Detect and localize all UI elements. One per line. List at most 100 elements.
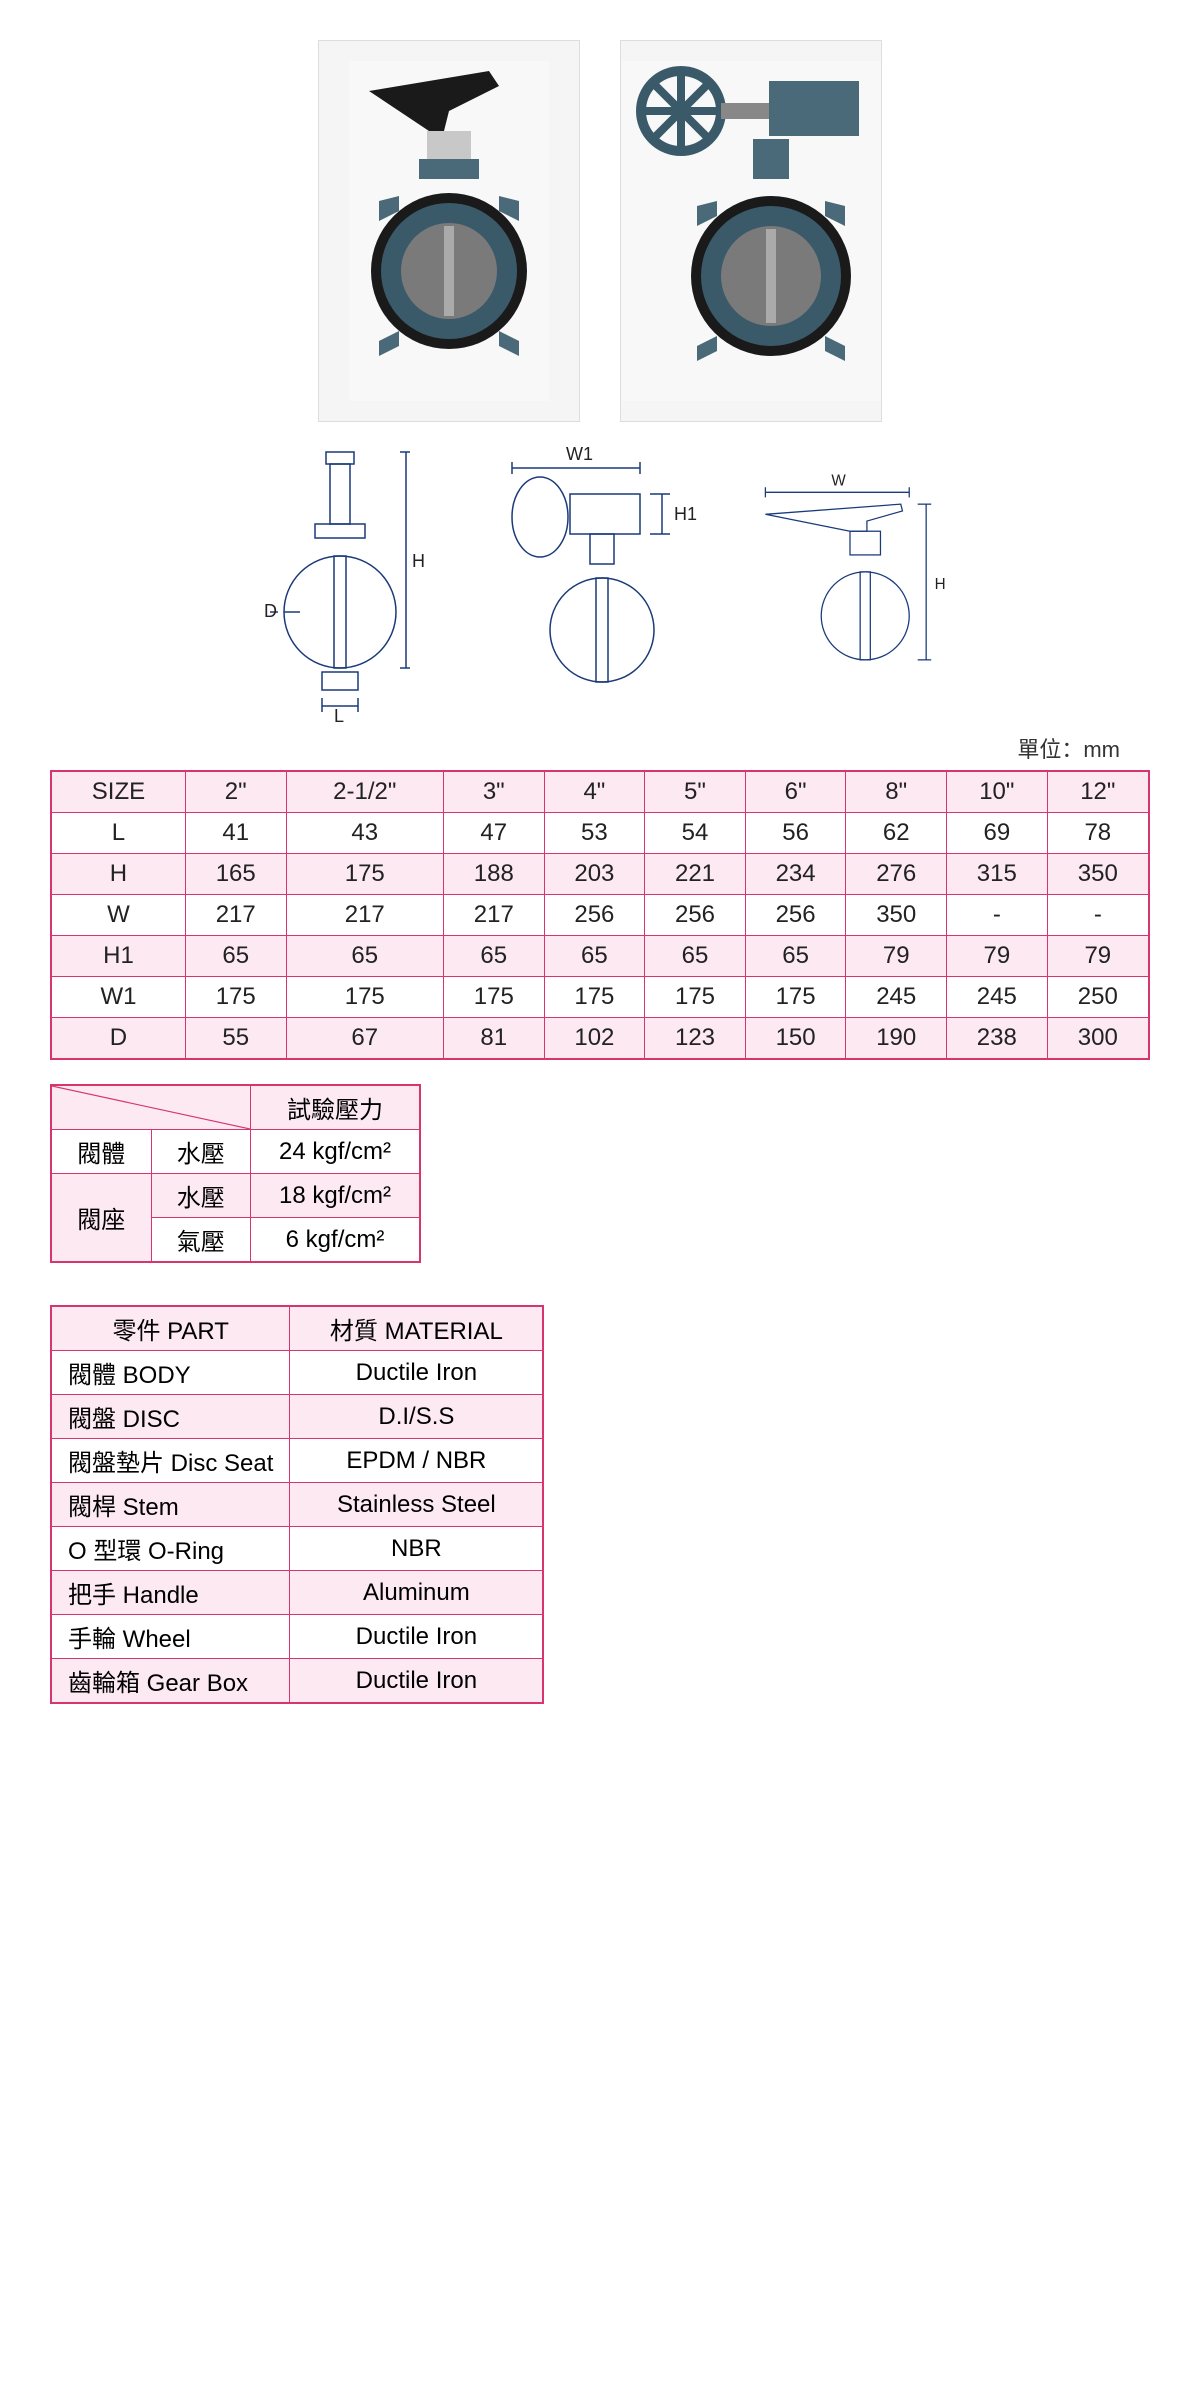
pressure-table-corner: [51, 1085, 251, 1130]
size-cell: 102: [544, 1018, 645, 1060]
technical-diagram-row: D L H W1: [50, 442, 1150, 722]
size-cell: 65: [286, 936, 443, 977]
size-row-label: L: [51, 813, 185, 854]
size-cell: 234: [745, 854, 846, 895]
size-cell: 47: [443, 813, 544, 854]
size-header-col: 2-1/2": [286, 771, 443, 813]
size-cell: 123: [645, 1018, 746, 1060]
material-part: O 型環 O-Ring: [51, 1527, 290, 1571]
size-cell: 79: [846, 936, 947, 977]
material-value: D.I/S.S: [290, 1395, 544, 1439]
size-cell: 217: [185, 895, 286, 936]
size-cell: 81: [443, 1018, 544, 1060]
material-header-part: 零件 PART: [51, 1306, 290, 1351]
material-value: Ductile Iron: [290, 1659, 544, 1704]
size-row-label: D: [51, 1018, 185, 1060]
size-cell: 238: [947, 1018, 1048, 1060]
size-cell: 175: [286, 854, 443, 895]
size-cell: 256: [544, 895, 645, 936]
size-cell: 62: [846, 813, 947, 854]
material-part: 閥桿 Stem: [51, 1483, 290, 1527]
size-cell: 78: [1047, 813, 1149, 854]
material-table: 零件 PART 材質 MATERIAL 閥體 BODYDuctile Iron閥…: [50, 1305, 544, 1704]
size-cell: 79: [1047, 936, 1149, 977]
pressure-cell: 24 kgf/cm²: [251, 1130, 421, 1174]
size-cell: 217: [443, 895, 544, 936]
diagram-gear-view: W1 H1: [490, 442, 710, 722]
size-cell: 41: [185, 813, 286, 854]
material-value: Ductile Iron: [290, 1615, 544, 1659]
size-cell: 65: [544, 936, 645, 977]
size-row-label: H: [51, 854, 185, 895]
size-header-col: 6": [745, 771, 846, 813]
svg-text:H: H: [935, 576, 946, 593]
size-cell: 315: [947, 854, 1048, 895]
size-cell: 67: [286, 1018, 443, 1060]
size-cell: 150: [745, 1018, 846, 1060]
valve-photo-gear: [620, 40, 882, 422]
material-value: Aluminum: [290, 1571, 544, 1615]
size-cell: 245: [947, 977, 1048, 1018]
size-cell: 175: [185, 977, 286, 1018]
size-cell: 175: [443, 977, 544, 1018]
size-cell: 350: [1047, 854, 1149, 895]
pressure-cell: 6 kgf/cm²: [251, 1218, 421, 1263]
size-dimension-table: SIZE2"2-1/2"3"4"5"6"8"10"12" L4143475354…: [50, 770, 1150, 1060]
size-row-label: H1: [51, 936, 185, 977]
material-part: 把手 Handle: [51, 1571, 290, 1615]
size-cell: 56: [745, 813, 846, 854]
size-header-col: 3": [443, 771, 544, 813]
size-header-col: 4": [544, 771, 645, 813]
svg-text:D: D: [264, 601, 277, 621]
size-cell: 188: [443, 854, 544, 895]
size-cell: 65: [645, 936, 746, 977]
size-cell: 217: [286, 895, 443, 936]
size-cell: 165: [185, 854, 286, 895]
size-cell: 276: [846, 854, 947, 895]
material-part: 手輪 Wheel: [51, 1615, 290, 1659]
material-value: Stainless Steel: [290, 1483, 544, 1527]
material-value: Ductile Iron: [290, 1351, 544, 1395]
size-cell: 65: [745, 936, 846, 977]
svg-text:L: L: [334, 706, 344, 722]
material-part: 閥盤墊片 Disc Seat: [51, 1439, 290, 1483]
material-value: EPDM / NBR: [290, 1439, 544, 1483]
size-cell: 43: [286, 813, 443, 854]
size-row-label: W1: [51, 977, 185, 1018]
svg-text:H1: H1: [674, 504, 697, 524]
size-cell: 175: [645, 977, 746, 1018]
size-cell: 175: [286, 977, 443, 1018]
test-pressure-table: 試驗壓力閥體水壓24 kgf/cm²閥座水壓18 kgf/cm²氣壓6 kgf/…: [50, 1084, 421, 1263]
size-cell: 221: [645, 854, 746, 895]
size-cell: 175: [544, 977, 645, 1018]
size-cell: 54: [645, 813, 746, 854]
material-part: 閥體 BODY: [51, 1351, 290, 1395]
material-part: 齒輪箱 Gear Box: [51, 1659, 290, 1704]
size-cell: 256: [645, 895, 746, 936]
pressure-cell: 水壓: [151, 1174, 250, 1218]
pressure-cell: 18 kgf/cm²: [251, 1174, 421, 1218]
size-cell: 350: [846, 895, 947, 936]
material-part: 閥盤 DISC: [51, 1395, 290, 1439]
size-cell: 65: [443, 936, 544, 977]
pressure-header: 試驗壓力: [251, 1085, 421, 1130]
size-cell: 190: [846, 1018, 947, 1060]
valve-photo-lever: [318, 40, 580, 422]
size-cell: 65: [185, 936, 286, 977]
size-row-label: W: [51, 895, 185, 936]
material-value: NBR: [290, 1527, 544, 1571]
size-header-col: 10": [947, 771, 1048, 813]
pressure-cell: 水壓: [151, 1130, 250, 1174]
svg-text:H: H: [412, 551, 425, 571]
size-cell: 79: [947, 936, 1048, 977]
size-header-col: 8": [846, 771, 947, 813]
material-header-material: 材質 MATERIAL: [290, 1306, 544, 1351]
pressure-cell: 氣壓: [151, 1218, 250, 1263]
size-cell: 300: [1047, 1018, 1149, 1060]
svg-text:W1: W1: [566, 444, 593, 464]
size-header-col: 5": [645, 771, 746, 813]
pressure-cell: 閥座: [51, 1174, 151, 1263]
diagram-side-view: D L H: [240, 442, 460, 722]
svg-text:W: W: [831, 473, 846, 490]
diagram-lever-view: W H: [740, 442, 960, 722]
